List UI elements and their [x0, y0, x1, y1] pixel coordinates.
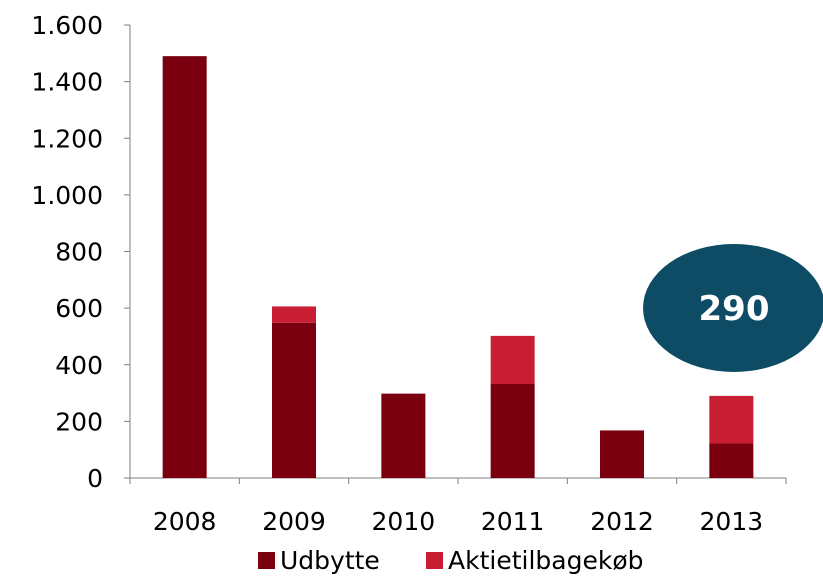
annotation-label: 290	[699, 289, 770, 329]
bar-udbytte-2013	[709, 443, 754, 478]
x-tick-label: 2010	[372, 507, 436, 536]
y-tick-label: 0	[87, 464, 103, 493]
y-tick-label: 800	[55, 238, 103, 267]
bar-udbytte-2012	[600, 430, 644, 478]
y-tick-label: 400	[55, 351, 103, 380]
legend: Udbytte Aktietilbagekøb	[258, 546, 643, 575]
y-tick-label: 200	[55, 407, 103, 436]
annotation-ellipse	[643, 244, 823, 372]
y-tick-label: 1.600	[31, 11, 103, 40]
x-axis: 2008 2009 2010 2011 2012 2013	[129, 477, 787, 536]
bar-aktietilbagekob-2009	[272, 306, 316, 323]
x-tick-label: 2012	[590, 507, 654, 536]
y-tick-label: 1.000	[31, 181, 103, 210]
bar-udbytte-2009	[272, 322, 316, 478]
y-tick-label: 1.200	[31, 124, 103, 153]
bar-udbytte-2010	[381, 393, 426, 478]
x-tick-label: 2008	[153, 507, 217, 536]
legend-label-aktietilbagekob: Aktietilbagekøb	[448, 546, 643, 575]
x-tick-label: 2009	[262, 507, 326, 536]
bar-aktietilbagekob-2011	[490, 335, 535, 385]
bar-aktietilbagekob-2013	[709, 395, 754, 444]
bars-group	[162, 56, 754, 479]
x-tick-label: 2013	[700, 507, 764, 536]
bar-udbytte-2011	[490, 384, 535, 478]
y-tick-label: 1.400	[31, 68, 103, 97]
bar-udbytte-2008	[162, 56, 207, 479]
legend-label-udbytte: Udbytte	[280, 546, 380, 575]
legend-swatch-udbytte	[258, 552, 275, 569]
y-tick-label: 600	[55, 294, 103, 323]
annotation-group: 290	[643, 244, 823, 372]
y-axis: 0 200 400 600 800 1.000 1.200 1.400 1.600	[31, 11, 131, 493]
legend-swatch-aktietilbagekob	[426, 552, 443, 569]
x-tick-label: 2011	[481, 507, 545, 536]
